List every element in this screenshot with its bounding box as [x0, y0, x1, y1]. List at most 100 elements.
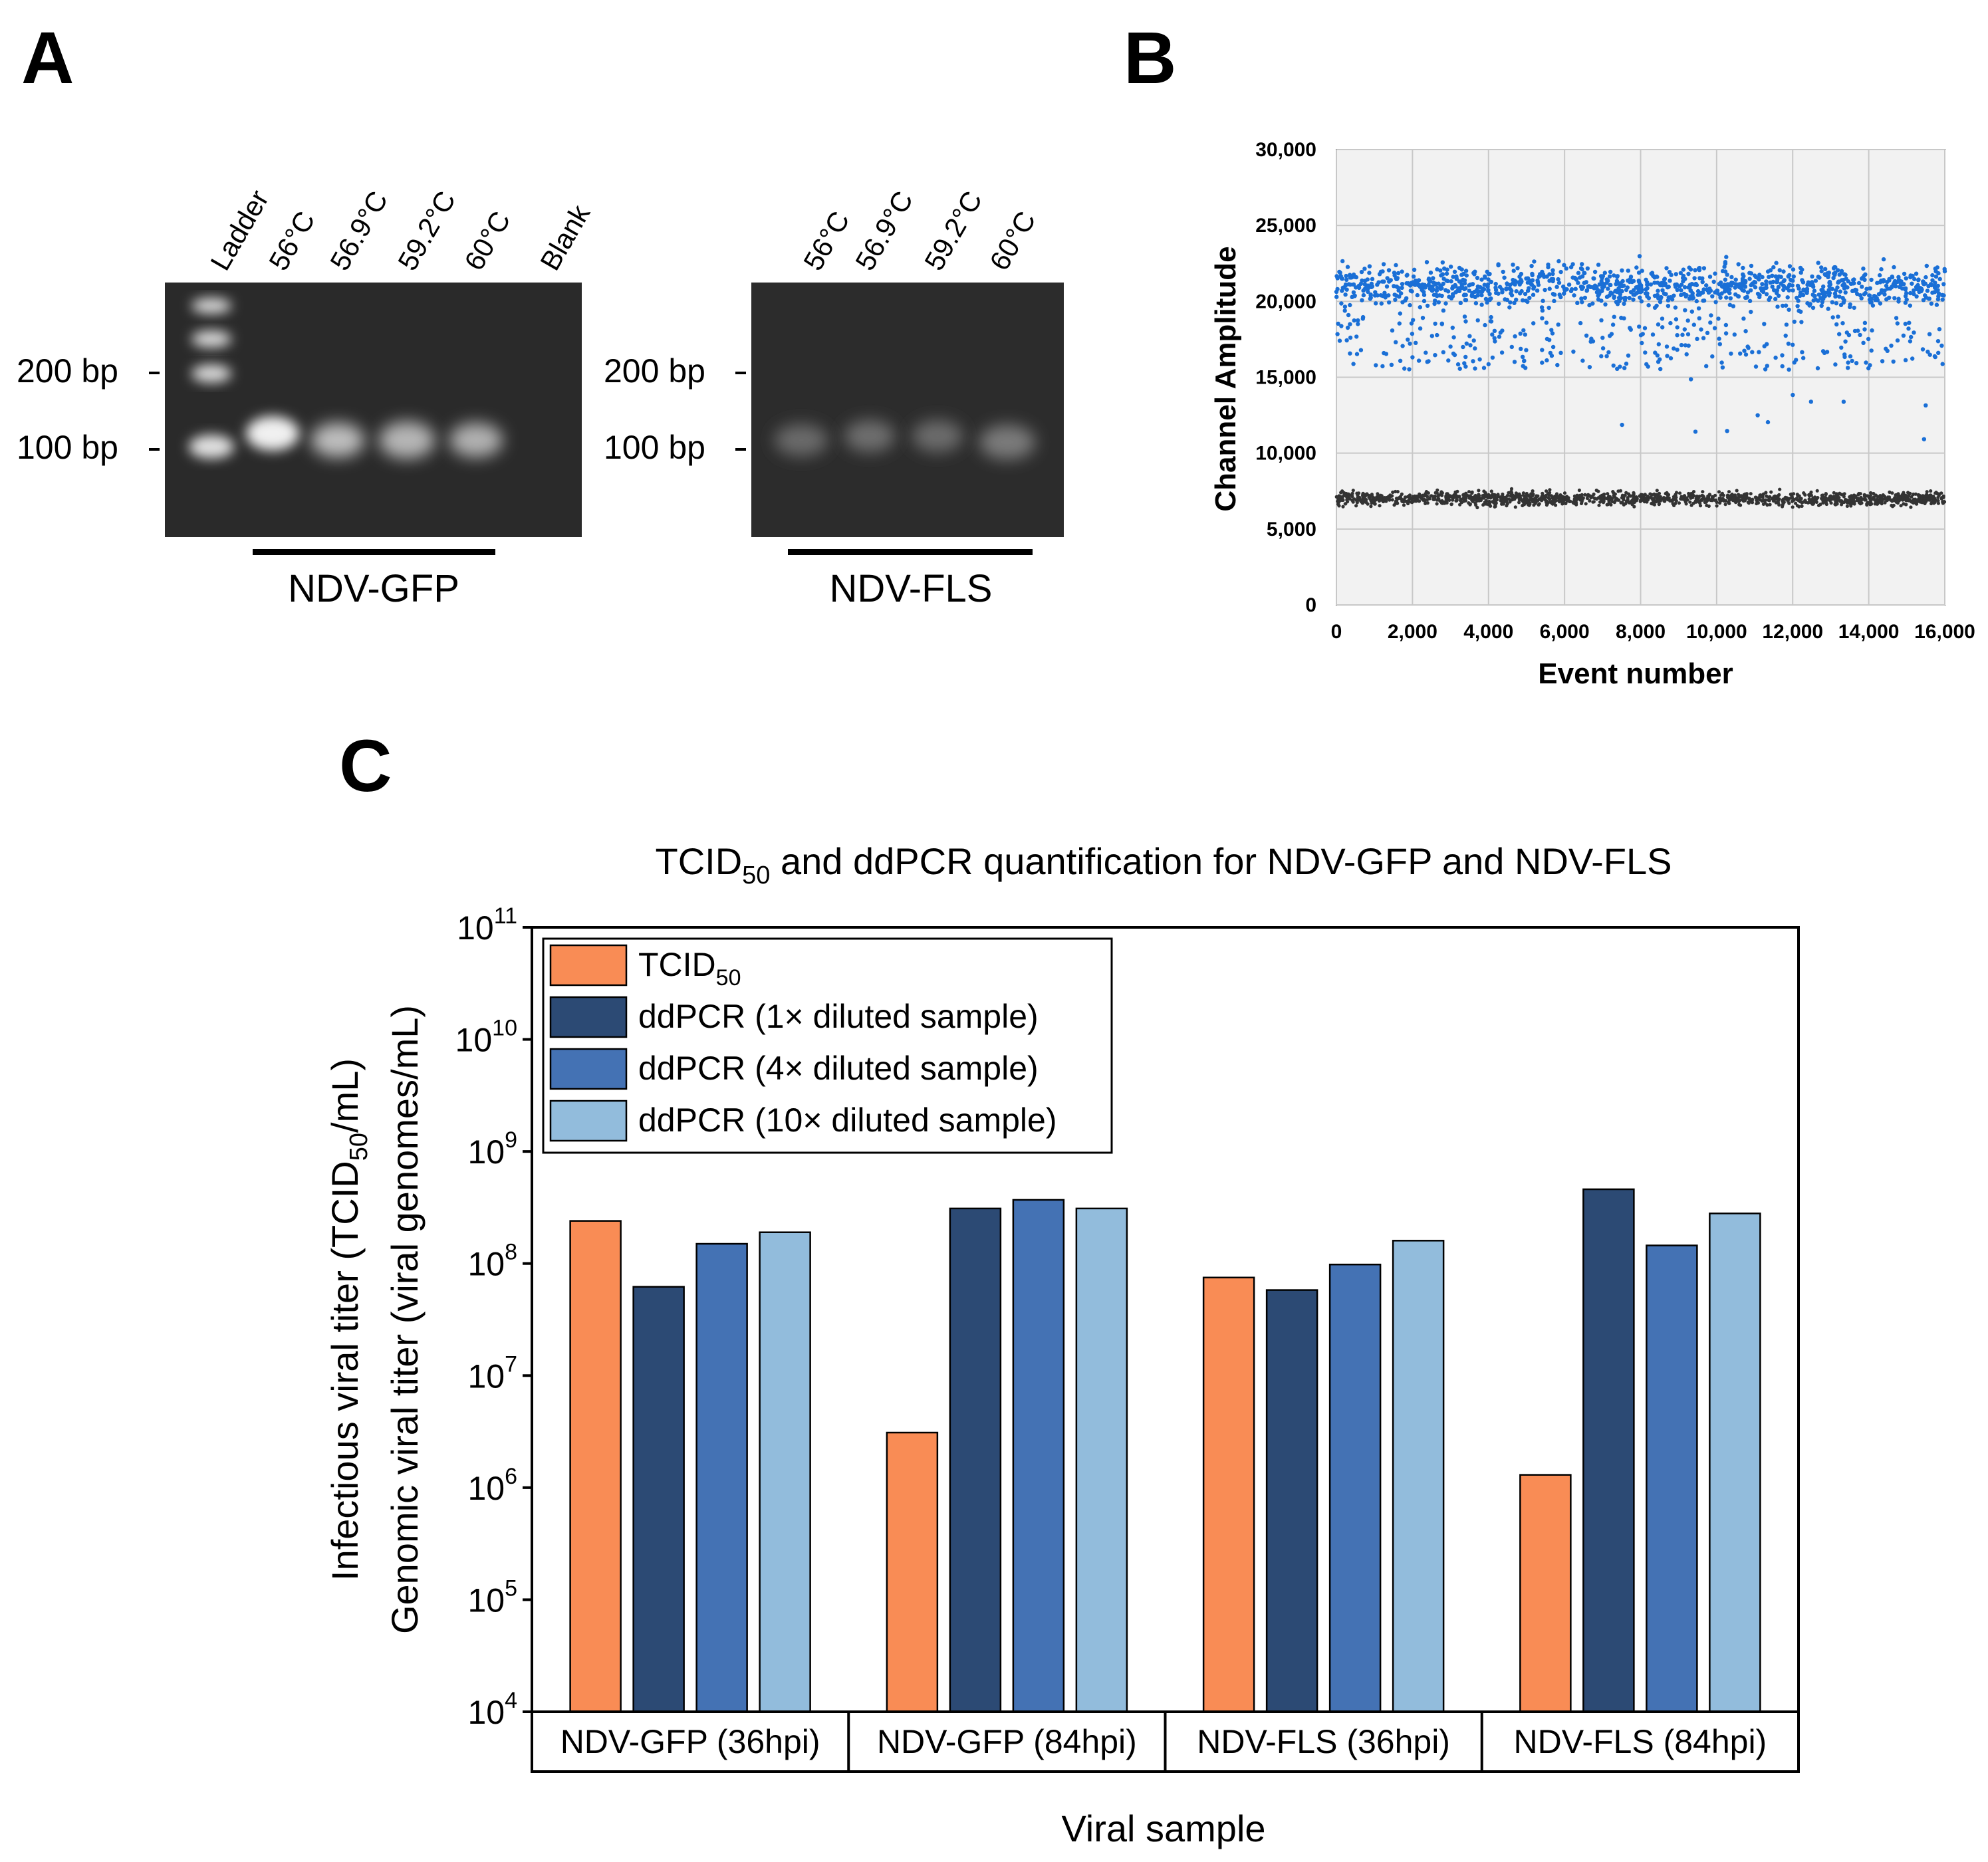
negative-droplet: [1815, 489, 1819, 493]
positive-droplet: [1851, 278, 1856, 283]
positive-droplet: [1483, 296, 1489, 301]
positive-droplet: [1608, 269, 1613, 275]
negative-droplet: [1656, 498, 1660, 502]
positive-droplet: [1637, 324, 1642, 329]
positive-droplet: [1540, 360, 1545, 365]
positive-droplet: [1485, 285, 1490, 289]
negative-droplet: [1378, 504, 1382, 508]
negative-droplet: [1890, 491, 1894, 495]
positive-droplet: [1873, 294, 1878, 299]
gel-1-lane-label: 60°C: [458, 206, 517, 276]
positive-droplet: [1422, 298, 1427, 304]
legend-swatch: [549, 1100, 628, 1142]
positive-droplet: [1626, 279, 1630, 283]
positive-droplet: [1819, 303, 1824, 308]
positive-droplet: [1836, 268, 1840, 273]
y-tick-base: 10: [467, 1357, 505, 1395]
positive-droplet: [1878, 273, 1882, 278]
positive-droplet: [1894, 316, 1899, 320]
positive-droplet: [1781, 303, 1785, 308]
negative-droplet: [1811, 496, 1815, 500]
positive-droplet: [1588, 339, 1593, 344]
positive-droplet: [1433, 353, 1437, 358]
positive-droplet: [1587, 365, 1592, 370]
positive-droplet: [1710, 294, 1715, 298]
negative-droplet: [1517, 501, 1521, 505]
negative-droplet: [1527, 494, 1531, 498]
negative-droplet: [1367, 494, 1371, 498]
negative-droplet: [1925, 490, 1929, 494]
positive-droplet: [1398, 358, 1403, 363]
negative-droplet: [1772, 497, 1776, 502]
positive-droplet: [1351, 282, 1356, 287]
positive-droplet: [1808, 283, 1813, 287]
positive-droplet: [1791, 288, 1795, 292]
positive-droplet: [1652, 281, 1657, 285]
positive-droplet: [1749, 271, 1754, 276]
positive-droplet: [1366, 286, 1370, 291]
negative-droplet: [1541, 495, 1545, 499]
positive-droplet: [1551, 344, 1556, 350]
positive-droplet: [1675, 287, 1679, 292]
positive-droplet: [1482, 283, 1487, 287]
positive-droplet: [1669, 273, 1674, 277]
positive-droplet: [1774, 261, 1779, 265]
y-tick-exponent: 8: [505, 1240, 517, 1265]
positive-droplet: [1548, 350, 1553, 356]
negative-droplet: [1749, 492, 1753, 496]
positive-droplet: [1864, 360, 1868, 365]
positive-droplet: [1480, 287, 1485, 291]
negative-droplet: [1585, 496, 1589, 501]
positive-droplet: [1388, 278, 1393, 283]
negative-droplet: [1632, 492, 1636, 496]
negative-droplet: [1479, 498, 1483, 503]
positive-droplet: [1457, 279, 1462, 284]
y-tick-base: 10: [467, 1133, 505, 1171]
scatter-ticks: 0 2,000 4,000 6,000 8,000 10,000 12,000 14,000 1…: [1255, 139, 1975, 643]
positive-droplet: [1535, 278, 1540, 283]
positive-droplet: [1820, 349, 1826, 354]
positive-droplet: [1850, 358, 1854, 364]
negative-droplet: [1820, 493, 1824, 497]
positive-droplet: [1664, 344, 1670, 349]
positive-droplet: [1473, 301, 1479, 306]
negative-droplet: [1433, 491, 1437, 495]
positive-droplet: [1707, 275, 1713, 279]
positive-droplet: [1759, 286, 1763, 291]
positive-droplet: [1531, 286, 1536, 291]
positive-droplet: [1697, 276, 1702, 281]
negative-droplet: [1774, 501, 1778, 505]
positive-droplet: [1884, 346, 1888, 351]
positive-droplet: [1828, 282, 1833, 287]
negative-droplet: [1481, 503, 1485, 507]
positive-droplet: [1687, 283, 1692, 287]
positive-droplet: [1830, 287, 1834, 291]
positive-droplet: [1428, 271, 1433, 275]
positive-droplet: [1360, 314, 1366, 320]
positive-droplet: [1675, 347, 1679, 352]
y-tick-label: 109: [467, 1127, 517, 1171]
positive-droplet: [1723, 260, 1728, 265]
positive-droplet: [1404, 273, 1409, 278]
negative-droplet: [1652, 492, 1656, 496]
negative-droplet: [1664, 491, 1668, 496]
positive-droplet: [1717, 342, 1722, 346]
positive-droplet: [1392, 284, 1396, 289]
positive-droplet: [1439, 321, 1444, 326]
positive-droplet: [1473, 366, 1477, 371]
positive-droplet: [1688, 288, 1693, 292]
negative-droplet: [1571, 501, 1575, 505]
positive-droplet: [1473, 294, 1477, 299]
positive-droplet: [1556, 281, 1562, 285]
positive-droplet: [1908, 339, 1913, 344]
positive-droplet: [1896, 277, 1902, 283]
negative-droplet: [1781, 503, 1785, 507]
positive-droplet: [1858, 332, 1862, 338]
y-tick-base: 10: [467, 1581, 505, 1619]
negative-droplet: [1565, 497, 1569, 501]
gel-1-lane-label: Blank: [534, 199, 596, 275]
legend-label: TCID50: [638, 946, 741, 990]
negative-droplet: [1910, 495, 1914, 499]
negative-droplet: [1818, 503, 1822, 507]
positive-droplet: [1441, 350, 1445, 355]
